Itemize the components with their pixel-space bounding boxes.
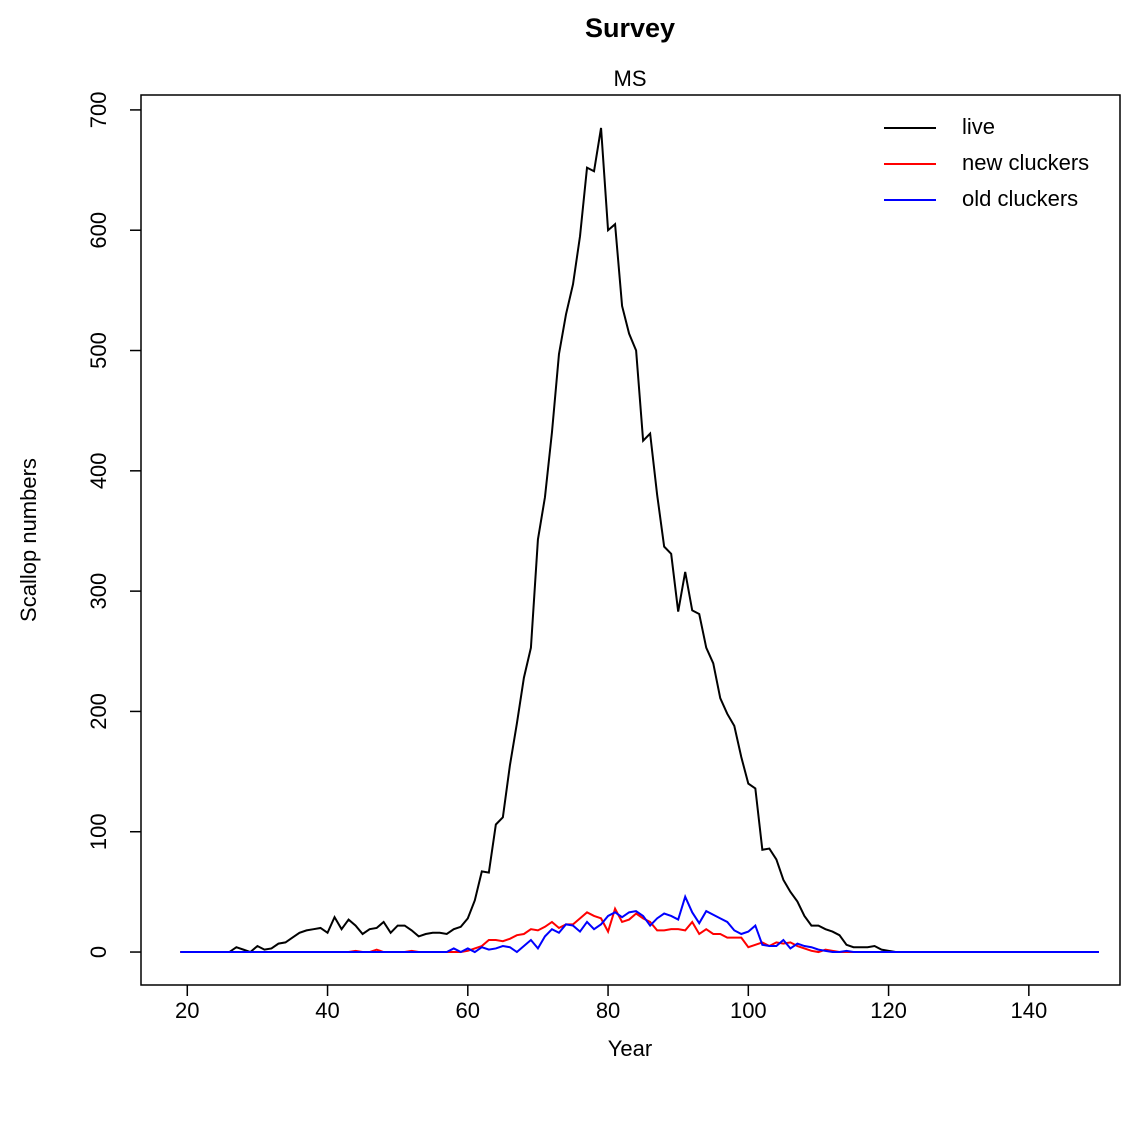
- x-tick-label: 40: [315, 998, 339, 1023]
- legend-label: new cluckers: [962, 150, 1089, 175]
- y-tick-label: 0: [86, 946, 111, 958]
- y-tick-label: 100: [86, 813, 111, 850]
- x-axis-label: Year: [608, 1036, 652, 1061]
- y-tick-label: 400: [86, 452, 111, 489]
- y-tick-label: 200: [86, 693, 111, 730]
- x-tick-label: 80: [596, 998, 620, 1023]
- y-tick-label: 300: [86, 573, 111, 610]
- data-line: [180, 127, 1099, 954]
- legend-label: live: [962, 114, 995, 139]
- chart-subtitle: MS: [614, 66, 647, 91]
- x-tick-label: 120: [870, 998, 907, 1023]
- chart-title: Survey: [585, 13, 675, 43]
- data-line: [180, 893, 1099, 954]
- x-tick-label: 60: [456, 998, 480, 1023]
- legend-label: old cluckers: [962, 186, 1078, 211]
- y-tick-label: 500: [86, 332, 111, 369]
- x-tick-label: 100: [730, 998, 767, 1023]
- y-axis-label: Scallop numbers: [16, 458, 41, 622]
- plot-box: [140, 94, 1121, 986]
- x-tick-label: 140: [1010, 998, 1047, 1023]
- data-line: [180, 906, 1099, 954]
- y-tick-label: 700: [86, 92, 111, 129]
- x-tick-label: 20: [175, 998, 199, 1023]
- y-tick-label: 600: [86, 212, 111, 249]
